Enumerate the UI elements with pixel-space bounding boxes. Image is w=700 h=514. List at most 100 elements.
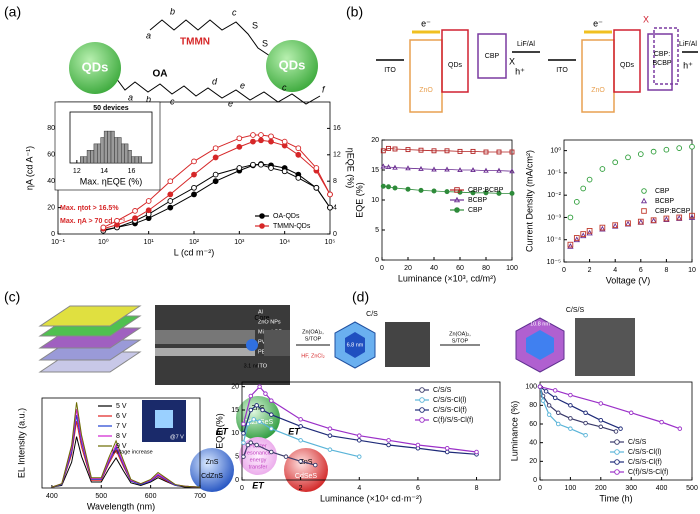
marker xyxy=(598,418,604,423)
et-label: ET xyxy=(288,426,301,436)
marker xyxy=(327,433,333,438)
atom-label: S xyxy=(262,38,268,48)
x-tick-label: 40 xyxy=(430,265,438,272)
layer-label: LiF/Al xyxy=(517,41,535,48)
marker xyxy=(568,403,573,408)
marker xyxy=(552,388,558,393)
marker xyxy=(677,426,683,431)
carbon-label: a xyxy=(128,92,133,102)
y-tick-label: 10⁻³ xyxy=(547,214,561,221)
marker xyxy=(599,225,606,232)
marker xyxy=(663,215,670,222)
marker xyxy=(386,438,391,443)
marker xyxy=(573,235,580,241)
x-tick-label: 2 xyxy=(299,485,303,492)
marker xyxy=(540,398,546,403)
carrier-label: h⁺ xyxy=(515,66,525,76)
x-tick-label: 60 xyxy=(456,265,464,272)
marker xyxy=(269,426,274,431)
x-tick-label: 10³ xyxy=(234,239,245,246)
plot-frame xyxy=(241,381,501,481)
layer-label: CBP xyxy=(485,53,500,60)
marker xyxy=(245,442,251,448)
marker xyxy=(676,215,683,221)
marker xyxy=(567,214,574,221)
legend-label: CBP xyxy=(468,207,483,214)
x-tick-label: 0 xyxy=(380,265,384,272)
marker xyxy=(612,222,619,229)
marker xyxy=(191,184,197,191)
block-mark: X xyxy=(509,56,515,66)
marker xyxy=(415,442,421,448)
marker xyxy=(537,384,543,389)
et-label: ET xyxy=(216,426,229,436)
legend-label: CBP:BCBP xyxy=(655,208,691,215)
marker xyxy=(241,454,246,459)
marker xyxy=(418,165,424,171)
histogram-bar xyxy=(124,143,129,164)
series-line xyxy=(539,386,586,436)
marker xyxy=(191,171,197,178)
marker xyxy=(637,218,644,225)
marker xyxy=(254,403,259,408)
marker xyxy=(269,449,274,455)
marker xyxy=(612,159,619,166)
marker xyxy=(583,432,588,438)
marker xyxy=(241,440,246,445)
marker xyxy=(676,145,683,151)
legend-marker xyxy=(614,449,620,455)
marker xyxy=(546,403,552,408)
y-tick-label: 10 xyxy=(231,430,239,437)
marker xyxy=(327,426,333,431)
x-tick-label: 0 xyxy=(240,485,244,492)
y-tick-label: 20 xyxy=(47,204,55,211)
y-tick-label: 40 xyxy=(529,440,537,447)
marker xyxy=(251,417,256,422)
legend-label: CBP xyxy=(655,188,670,195)
x-tick-label: 10⁵ xyxy=(325,239,336,246)
legend-marker xyxy=(614,469,620,475)
marker xyxy=(269,398,274,403)
marker xyxy=(295,145,302,152)
ligand-name: OA xyxy=(153,69,168,80)
marker xyxy=(689,212,695,219)
y-tick-label: 0 xyxy=(533,477,537,484)
marker xyxy=(114,217,120,224)
x-tick-label: 4 xyxy=(613,267,617,274)
y-tick-label: 10⁰ xyxy=(550,146,561,154)
y-tick-label: 20 xyxy=(529,458,537,465)
synthesis-scheme xyxy=(246,317,635,376)
legend-marker xyxy=(419,407,425,413)
marker xyxy=(586,176,593,183)
marker xyxy=(663,146,670,153)
x-tick-label: 400 xyxy=(46,493,58,500)
y-axis-label: Luminance (%) xyxy=(509,401,519,462)
marker xyxy=(444,148,450,154)
marker xyxy=(167,198,174,204)
series-line xyxy=(539,386,681,430)
x-axis-label: Time (h) xyxy=(599,493,632,503)
marker xyxy=(470,190,476,196)
legend-marker xyxy=(453,196,461,203)
y-tick-label: 15 xyxy=(371,167,379,174)
y-tick-label: 10⁻⁴ xyxy=(547,237,562,244)
marker xyxy=(555,410,561,416)
layer-label: ZnO xyxy=(419,87,433,94)
panel-label: (c) xyxy=(4,289,20,305)
annotation: Voltage increase xyxy=(112,449,153,455)
series-line xyxy=(51,402,201,488)
qd-label: QDs xyxy=(82,59,109,74)
reagent-label: S/TOP xyxy=(452,338,469,344)
x-axis-label: L (cd m⁻²) xyxy=(174,247,214,257)
fret-label: resonance xyxy=(245,450,271,456)
y2-tick-label: 12 xyxy=(333,152,341,159)
legend-marker xyxy=(419,397,425,403)
y-axis-label: Current Density (mA/cm²) xyxy=(524,150,534,252)
marker xyxy=(552,395,558,401)
carbon-label: e xyxy=(228,98,233,108)
marker xyxy=(357,438,362,443)
stage-label: C/S/S xyxy=(566,307,585,314)
legend-label: 7 V xyxy=(116,423,127,430)
marker xyxy=(250,161,256,168)
marker xyxy=(650,148,657,155)
